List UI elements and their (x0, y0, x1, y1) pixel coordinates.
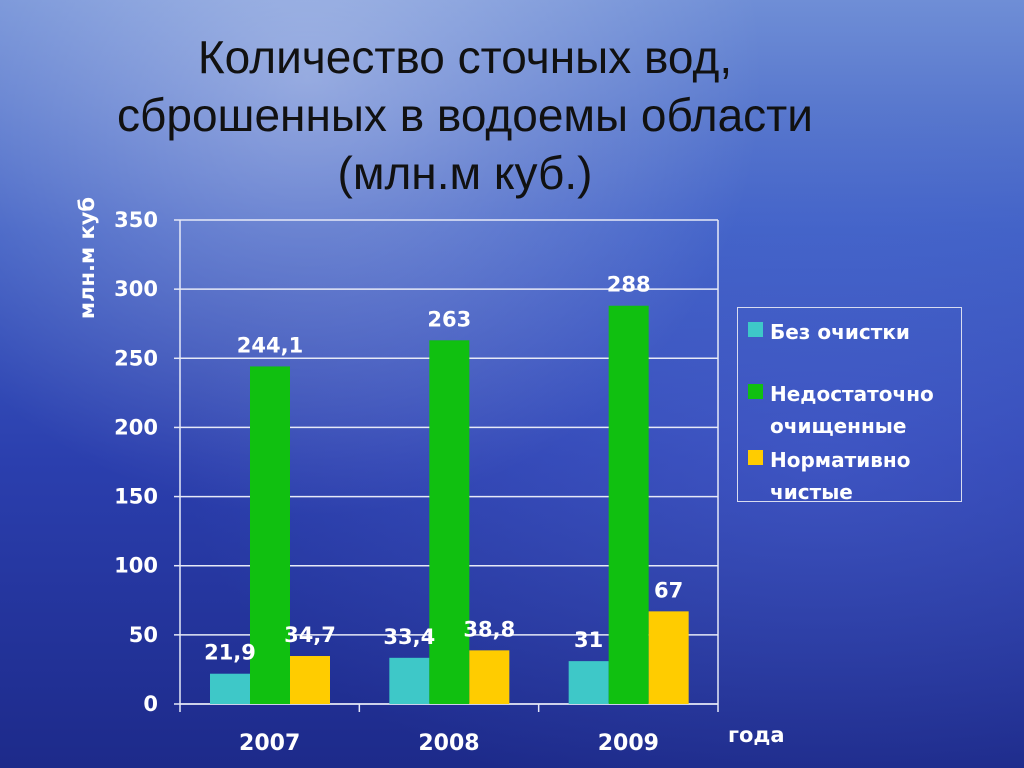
data-label: 244,1 (237, 333, 303, 357)
bar-series-1 (210, 673, 250, 704)
data-label: 31 (574, 628, 603, 652)
y-tick-label: 100 (114, 554, 158, 578)
data-label: 67 (654, 578, 683, 602)
bar-series-3 (469, 650, 510, 704)
chart-title-line-1: Количество сточных вод, (197, 31, 733, 83)
legend-label-3-line-1: Нормативно (770, 448, 911, 472)
data-label: 263 (427, 307, 471, 331)
legend-label-1-line-1: Без очистки (770, 320, 910, 344)
y-tick-label: 350 (114, 208, 158, 232)
data-label: 38,8 (463, 617, 515, 641)
bars (210, 305, 689, 704)
y-tick-label: 150 (114, 485, 158, 509)
y-tick-label: 50 (129, 623, 158, 647)
y-tick-label: 0 (143, 692, 158, 716)
legend: Без очистки Недостаточно очищенные Норма… (737, 307, 962, 504)
chart-title-line-3: (млн.м куб.) (337, 147, 593, 199)
legend-label-2-line-1: Недостаточно (770, 382, 934, 406)
bar-series-1 (389, 657, 430, 704)
y-tick-label: 300 (114, 277, 158, 301)
legend-label-3: Нормативно чистые (770, 444, 910, 508)
legend-swatch-3 (748, 450, 763, 465)
bar-series-3 (648, 611, 689, 704)
bar-series-2 (608, 305, 649, 704)
bar-series-2 (429, 340, 470, 704)
x-category-label: 2009 (598, 731, 659, 756)
x-category-label: 2008 (418, 731, 479, 756)
data-label: 34,7 (284, 623, 336, 647)
bar-series-2 (250, 366, 290, 704)
data-label: 21,9 (204, 641, 256, 665)
legend-label-3-line-2: чистые (770, 480, 853, 504)
chart-title: Количество сточных вод, сброшенных в вод… (0, 28, 930, 202)
chart-title-line-2: сброшенных в водоемы области (117, 89, 813, 141)
legend-label-2: Недостаточно очищенные (770, 378, 934, 442)
y-tick-label: 200 (114, 415, 158, 439)
legend-swatch-2 (748, 384, 763, 399)
legend-swatch-1 (748, 322, 763, 337)
y-ticks: 0 50 100 150 200 250 300 350 (114, 208, 158, 716)
y-tick-label: 250 (114, 346, 158, 370)
x-axis-label: года (728, 723, 785, 747)
bar-series-1 (568, 661, 609, 704)
data-label: 288 (607, 273, 651, 297)
y-axis-label: млн.м куб (75, 197, 99, 319)
x-category-label: 2007 (239, 731, 300, 756)
data-label: 33,4 (383, 625, 435, 649)
legend-label-1: Без очистки (770, 316, 910, 348)
bar-series-3 (290, 656, 330, 704)
legend-label-2-line-2: очищенные (770, 414, 907, 438)
data-labels: 21,9 244,1 34,7 33,4 263 38,8 31 288 67 (204, 273, 683, 665)
x-categories: 2007 2008 2009 (239, 731, 659, 756)
